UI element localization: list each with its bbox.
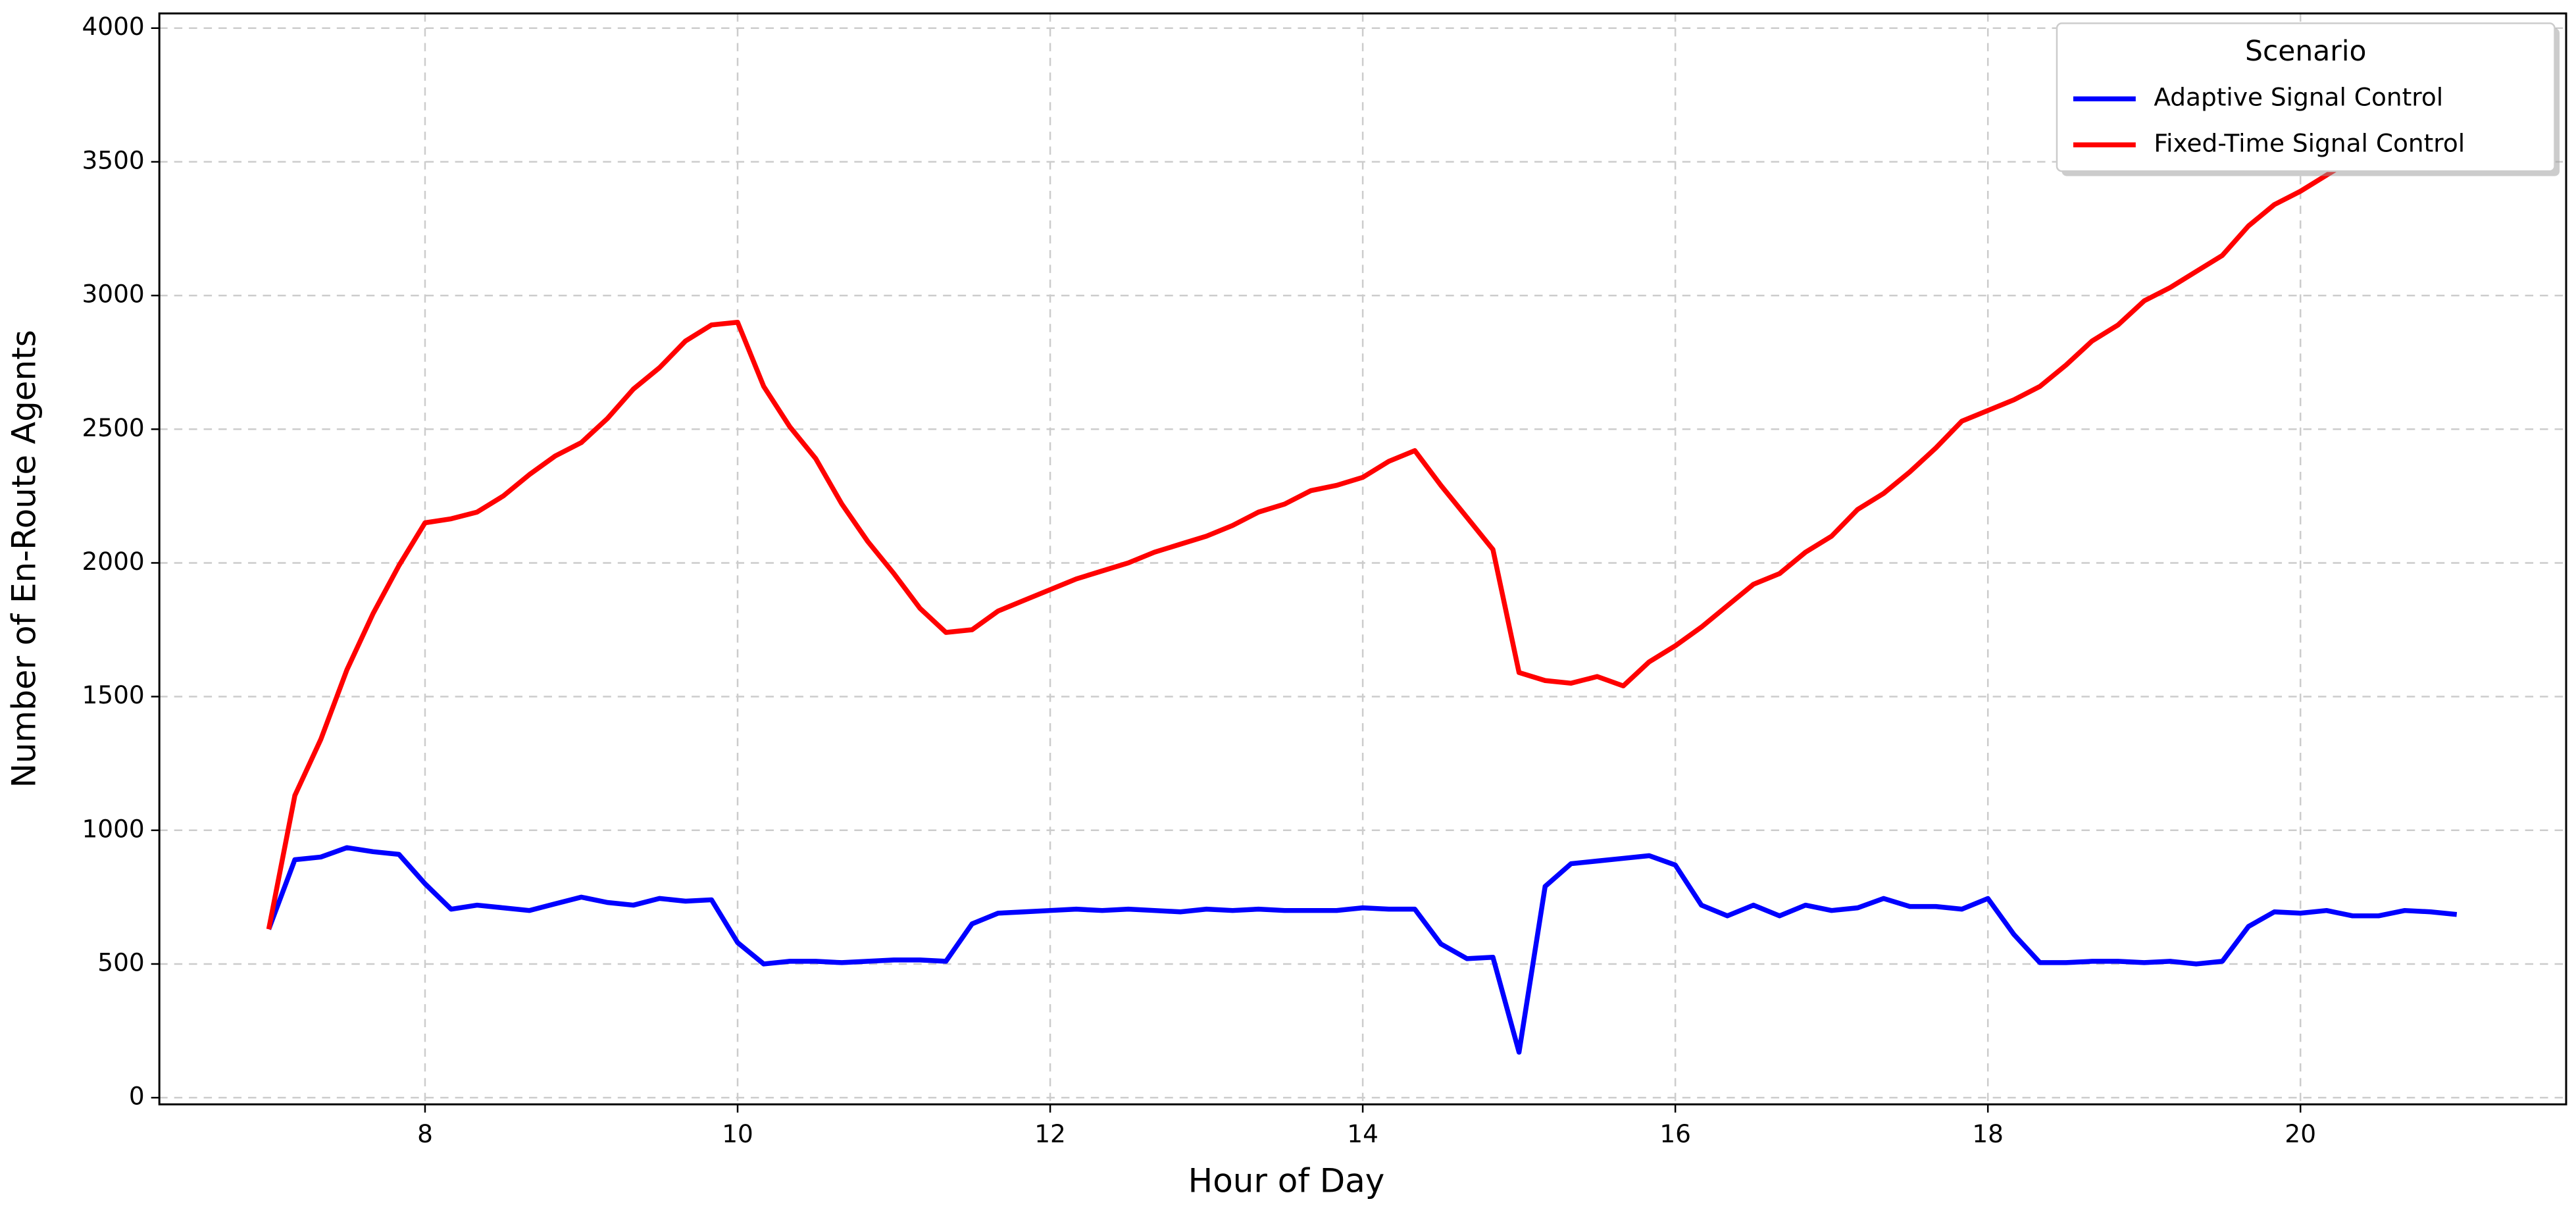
legend-box bbox=[2056, 22, 2556, 172]
series-line bbox=[266, 845, 2458, 1055]
plot-area: 0 500 1000 1500 2000 2500 3000 3500 4000 8 10 12 14 1… bbox=[82, 12, 2567, 1148]
legend-title: Scenario bbox=[2245, 36, 2366, 68]
x-tick-label: 10 bbox=[722, 1119, 753, 1148]
y-axis-label: Number of En-Route Agents bbox=[5, 330, 43, 788]
legend-label: Fixed-Time Signal Control bbox=[2154, 129, 2465, 158]
x-tick-label: 18 bbox=[1972, 1119, 2004, 1148]
y-tick-label: 1000 bbox=[82, 814, 144, 843]
y-tick-label: 0 bbox=[129, 1082, 145, 1111]
x-tick-label: 20 bbox=[2285, 1119, 2316, 1148]
y-tick-label: 1500 bbox=[82, 680, 144, 709]
x-tick-label: 14 bbox=[1347, 1119, 1378, 1148]
x-tick-label: 12 bbox=[1034, 1119, 1066, 1148]
y-tick-label: 2000 bbox=[82, 547, 144, 576]
x-tick-label: 16 bbox=[1659, 1119, 1691, 1148]
legend: Scenario Adaptive Signal Control Fixed-Tim… bbox=[2056, 22, 2560, 176]
x-axis-label: Hour of Day bbox=[1188, 1162, 1385, 1200]
y-tick-label: 3500 bbox=[82, 145, 144, 174]
plot-frame bbox=[158, 12, 2567, 1105]
y-tick-label: 3000 bbox=[82, 280, 144, 309]
series-line bbox=[266, 90, 2458, 930]
y-tick-label: 500 bbox=[97, 948, 144, 977]
y-tick-label: 2500 bbox=[82, 413, 144, 442]
legend-label: Adaptive Signal Control bbox=[2154, 83, 2443, 112]
y-tick-label: 4000 bbox=[82, 12, 144, 41]
x-tick-label: 8 bbox=[417, 1119, 433, 1148]
